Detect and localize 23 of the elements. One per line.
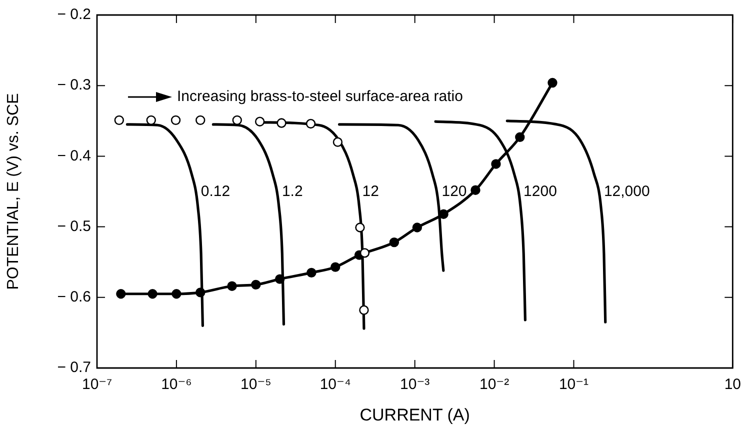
series-label: 12 xyxy=(362,182,379,200)
y-tick-label: − 0.6 xyxy=(57,288,91,306)
y-tick-label: − 0.2 xyxy=(57,6,91,24)
annotation: Increasing brass-to-steel surface-area ratio xyxy=(177,88,463,106)
x-tick-label: 10⁻⁷ xyxy=(82,376,112,394)
x-tick-label: 10⁻⁴ xyxy=(320,376,351,394)
series-label: 0.12 xyxy=(200,182,230,200)
x-tick-label: 10⁻⁵ xyxy=(240,376,272,394)
x-tick-label: 10⁻² xyxy=(479,376,510,394)
x-axis-title: CURRENT (A) xyxy=(360,405,470,424)
series-label: 120 xyxy=(442,182,467,200)
series-label: 12,000 xyxy=(604,182,650,200)
series-label: 1.2 xyxy=(282,182,303,200)
y-tick-label: − 0.4 xyxy=(57,147,91,164)
series-label: 1200 xyxy=(524,182,557,200)
y-tick-label: − 0.5 xyxy=(57,218,91,235)
x-tick-label: 10 xyxy=(724,376,741,394)
y-axis-title: POTENTIAL, E (V) vs. SCE xyxy=(5,93,22,290)
x-tick-label: 10⁻⁶ xyxy=(161,376,192,394)
y-tick-label: − 0.7 xyxy=(57,359,91,376)
x-tick-label: 10⁻¹ xyxy=(558,376,589,394)
x-tick-label: 10⁻³ xyxy=(400,376,430,394)
y-tick-label: − 0.3 xyxy=(57,76,91,94)
